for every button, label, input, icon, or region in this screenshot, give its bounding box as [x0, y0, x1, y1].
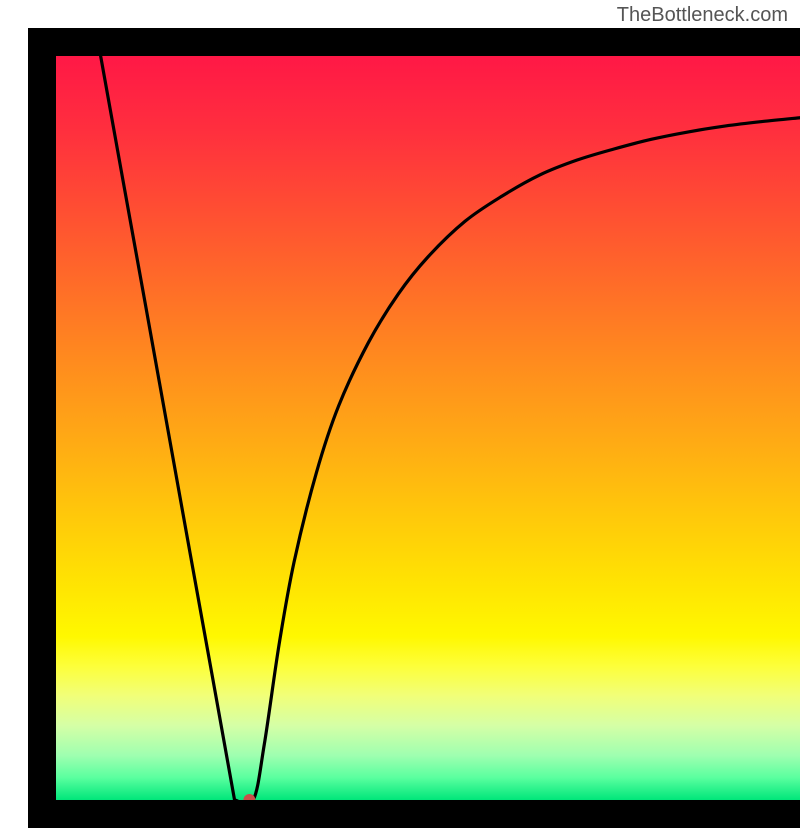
plot-area [56, 56, 800, 800]
curve-overlay [56, 56, 800, 800]
plot-border [28, 28, 800, 828]
bottleneck-curve [101, 56, 800, 800]
watermark-text: TheBottleneck.com [617, 4, 788, 27]
